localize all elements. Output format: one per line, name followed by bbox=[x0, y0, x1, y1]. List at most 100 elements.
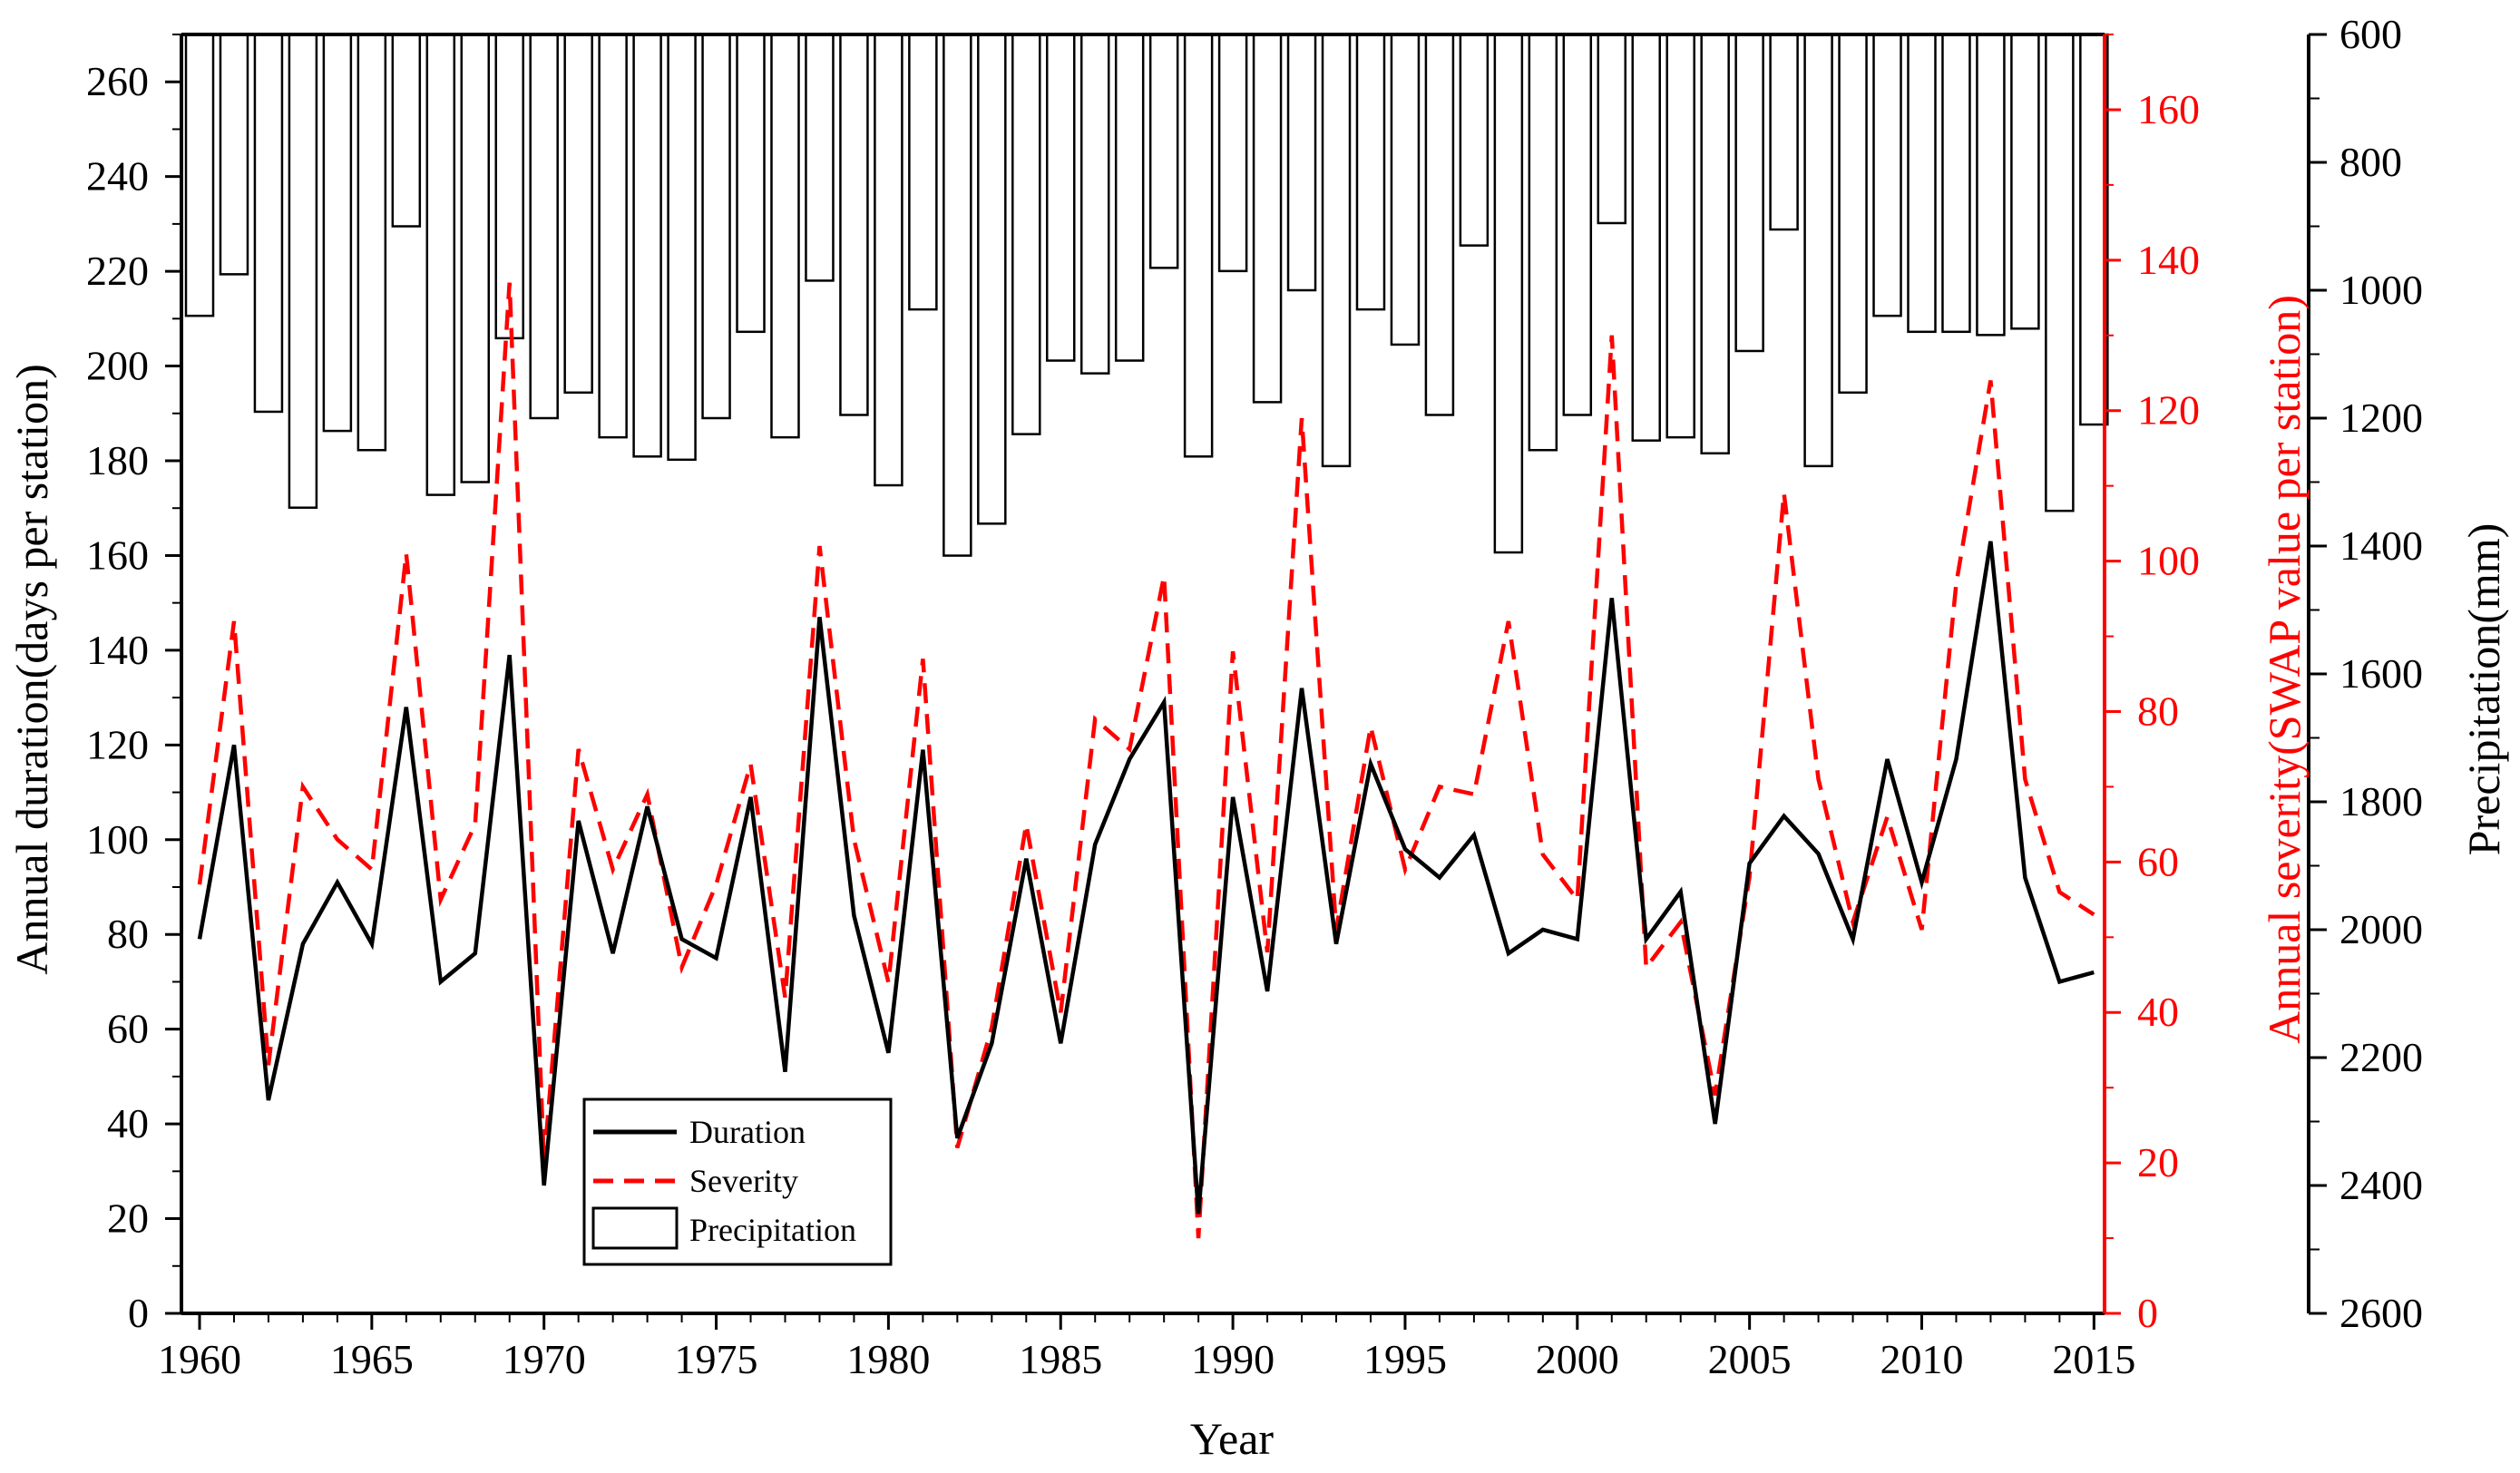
left-tick-label-80: 80 bbox=[107, 911, 149, 957]
precip-bar-2007 bbox=[1803, 33, 1833, 468]
x-tick-label-2005: 2005 bbox=[1708, 1336, 1792, 1382]
left-tick-label-260: 260 bbox=[86, 58, 149, 104]
precip-bar-1991 bbox=[1252, 33, 1283, 404]
left-tick-label-0: 0 bbox=[128, 1290, 149, 1336]
precip-bar-1990 bbox=[1217, 33, 1248, 273]
precip-bar-2009 bbox=[1872, 33, 1902, 317]
right2-tick-label-1800: 1800 bbox=[2339, 778, 2423, 824]
x-tick-label-2015: 2015 bbox=[2052, 1336, 2135, 1382]
precip-bar-1973 bbox=[632, 33, 662, 458]
precip-bar-1971 bbox=[563, 33, 593, 395]
precip-bar-1986 bbox=[1079, 33, 1110, 375]
precip-bar-1974 bbox=[667, 33, 697, 462]
precip-bar-1995 bbox=[1390, 33, 1421, 346]
precip-bar-1983 bbox=[977, 33, 1007, 525]
x-tick-label-2010: 2010 bbox=[1880, 1336, 1964, 1382]
right1-tick-label-100: 100 bbox=[2137, 538, 2200, 584]
precip-bar-1985 bbox=[1046, 33, 1076, 362]
x-tick-label-1995: 1995 bbox=[1363, 1336, 1447, 1382]
severity-point-1979 bbox=[854, 839, 855, 840]
precip-bar-1996 bbox=[1424, 33, 1455, 416]
legend-duration-label: Duration bbox=[689, 1114, 806, 1150]
severity-point-1975 bbox=[716, 884, 717, 885]
precip-bar-1977 bbox=[770, 33, 800, 439]
precip-bar-2003 bbox=[1665, 33, 1695, 439]
x-tick-label-1965: 1965 bbox=[330, 1336, 414, 1382]
axis-titles: Year Annual duration(days per station) A… bbox=[6, 295, 2509, 1464]
precip-bar-2005 bbox=[1734, 33, 1764, 353]
precip-bar-1964 bbox=[322, 33, 353, 433]
right2-tick-label-800: 800 bbox=[2339, 139, 2402, 185]
precip-bar-2012 bbox=[1976, 33, 2006, 337]
precip-bar-2001 bbox=[1597, 33, 1627, 225]
precip-bar-1966 bbox=[391, 33, 422, 228]
severity-point-2011 bbox=[1956, 583, 1957, 584]
precip-bar-2010 bbox=[1907, 33, 1937, 334]
left-tick-label-140: 140 bbox=[86, 627, 149, 673]
x-tick-label-1960: 1960 bbox=[158, 1336, 241, 1382]
left-tick-label-160: 160 bbox=[86, 532, 149, 578]
precip-bar-1989 bbox=[1183, 33, 1214, 458]
precip-bar-1978 bbox=[805, 33, 835, 282]
precip-bar-1981 bbox=[908, 33, 938, 311]
precip-bar-2011 bbox=[1941, 33, 1971, 334]
precip-bar-2008 bbox=[1838, 33, 1868, 395]
legend-precipitation-swatch bbox=[591, 1206, 679, 1250]
x-axis-title: Year bbox=[1190, 1413, 1274, 1464]
precip-bar-1968 bbox=[460, 33, 491, 483]
precip-bar-1984 bbox=[1011, 33, 1041, 435]
precip-bar-1962 bbox=[253, 33, 284, 414]
left-axis-title: Annual duration(days per station) bbox=[6, 364, 57, 974]
x-tick-label-1985: 1985 bbox=[1019, 1336, 1102, 1382]
left-tick-label-180: 180 bbox=[86, 437, 149, 483]
precip-bar-1988 bbox=[1148, 33, 1179, 269]
left-tick-label-40: 40 bbox=[107, 1100, 149, 1146]
x-tick-label-1975: 1975 bbox=[675, 1336, 758, 1382]
right2-tick-label-1600: 1600 bbox=[2339, 650, 2423, 697]
precip-bar-1992 bbox=[1286, 33, 1317, 292]
precip-bar-1998 bbox=[1493, 33, 1524, 554]
severity-point-1965 bbox=[371, 869, 372, 870]
right1-tick-label-120: 120 bbox=[2137, 387, 2200, 434]
severity-line bbox=[197, 282, 2095, 1239]
precip-bar-1994 bbox=[1355, 33, 1386, 311]
left-tick-label-220: 220 bbox=[86, 248, 149, 294]
precip-bar-2004 bbox=[1700, 33, 1730, 455]
severity-point-1966 bbox=[405, 553, 406, 554]
right1-tick-label-20: 20 bbox=[2137, 1139, 2179, 1185]
duration-line bbox=[197, 541, 2095, 1214]
precip-bar-1997 bbox=[1459, 33, 1490, 247]
precip-bar-1967 bbox=[425, 33, 456, 496]
precip-bar-1961 bbox=[219, 33, 249, 276]
precip-bar-1987 bbox=[1114, 33, 1145, 362]
right1-tick-label-140: 140 bbox=[2137, 237, 2200, 283]
left-tick-label-240: 240 bbox=[86, 153, 149, 200]
legend-severity-label: Severity bbox=[689, 1163, 798, 1199]
precip-bar-2013 bbox=[2010, 33, 2040, 330]
right1-tick-label-40: 40 bbox=[2137, 989, 2179, 1035]
right1-tick-label-80: 80 bbox=[2137, 688, 2179, 734]
left-tick-label-20: 20 bbox=[107, 1195, 149, 1242]
precip-bar-2000 bbox=[1562, 33, 1593, 416]
precip-bar-1963 bbox=[288, 33, 318, 509]
right2-tick-label-2000: 2000 bbox=[2339, 906, 2423, 952]
x-tick-label-1980: 1980 bbox=[846, 1336, 930, 1382]
series-lines bbox=[197, 282, 2095, 1239]
precip-bar-1972 bbox=[598, 33, 628, 439]
severity-point-1997 bbox=[1473, 794, 1474, 795]
precipitation-bars bbox=[184, 33, 2109, 557]
x-tick-label-1970: 1970 bbox=[503, 1336, 586, 1382]
precip-bar-2014 bbox=[2045, 33, 2075, 512]
x-tick-label-1990: 1990 bbox=[1191, 1336, 1275, 1382]
right-axis-1-title: Annual severity(SWAP value per station) bbox=[2259, 295, 2310, 1044]
severity-point-1988 bbox=[1164, 576, 1165, 577]
precip-bar-1979 bbox=[839, 33, 869, 416]
right2-tick-label-1400: 1400 bbox=[2339, 522, 2423, 569]
precip-bar-1965 bbox=[357, 33, 387, 452]
precip-bar-1976 bbox=[736, 33, 766, 334]
x-tick-label-2000: 2000 bbox=[1536, 1336, 1619, 1382]
legend: Duration Severity Precipitation bbox=[582, 1097, 893, 1266]
right2-tick-label-2200: 2200 bbox=[2339, 1034, 2423, 1080]
